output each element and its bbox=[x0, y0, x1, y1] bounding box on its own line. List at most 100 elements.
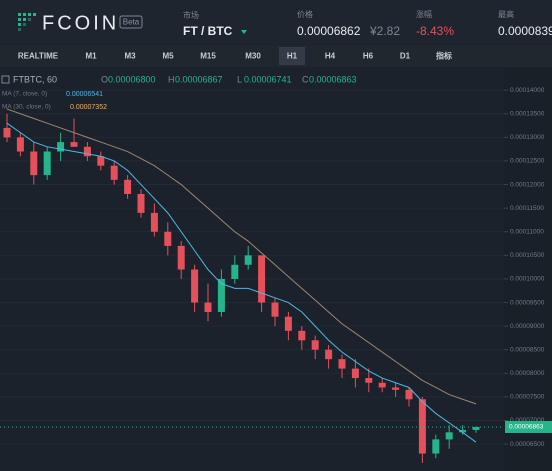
legend-series: MA (30, close, 0) bbox=[2, 104, 51, 111]
candle-body bbox=[231, 264, 239, 279]
toolbar-item[interactable]: D1 bbox=[400, 52, 411, 61]
candle-body bbox=[3, 127, 11, 138]
y-tick-label: 0.00012500 bbox=[510, 158, 545, 165]
toolbar-item[interactable]: H6 bbox=[363, 52, 374, 61]
y-tick-label: 0.00013500 bbox=[510, 110, 545, 117]
plot: 0.00006500 0.00007000 0.00007500 0.00008000… bbox=[0, 87, 552, 463]
market[interactable]: FT / BTC bbox=[183, 24, 233, 38]
change: -8.43% bbox=[416, 24, 454, 38]
candle-body bbox=[418, 399, 426, 454]
badge: Beta bbox=[123, 18, 140, 27]
price-tag-label: 0.00006863 bbox=[509, 424, 544, 431]
toolbar-item[interactable]: H1 bbox=[287, 52, 298, 61]
ma-line bbox=[6, 122, 477, 443]
candle-body bbox=[124, 179, 132, 194]
toolbar-item[interactable]: H4 bbox=[325, 52, 336, 61]
price-label: 价格 bbox=[297, 9, 313, 19]
candle-body bbox=[164, 231, 172, 246]
high-label: 最高 bbox=[498, 9, 514, 19]
legend-series-value: 0.00006541 bbox=[66, 91, 103, 98]
candle-body bbox=[97, 156, 105, 166]
candle-body bbox=[405, 389, 413, 400]
candle-body bbox=[445, 432, 453, 440]
candle-body bbox=[298, 330, 306, 341]
price: 0.00006862 bbox=[297, 24, 361, 38]
price-axis-panel bbox=[504, 68, 552, 471]
legend-value: 0.00006867 bbox=[175, 74, 223, 84]
candle-body bbox=[365, 378, 373, 383]
candle-body bbox=[217, 278, 225, 312]
price-cny: ¥2.82 bbox=[369, 24, 400, 38]
candle-body bbox=[311, 340, 319, 350]
candle-body bbox=[150, 212, 158, 232]
candle-body bbox=[432, 439, 440, 454]
y-tick-label: 0.00007000 bbox=[510, 417, 545, 424]
candle-body bbox=[325, 349, 333, 360]
legend-key: O bbox=[101, 74, 108, 84]
legend-value: 0.00006800 bbox=[108, 74, 156, 84]
candle-body bbox=[258, 255, 266, 303]
y-tick-label: 0.00010000 bbox=[510, 276, 545, 283]
candle-body bbox=[392, 387, 400, 390]
legend-key: H bbox=[168, 74, 175, 84]
legend-key: C bbox=[302, 74, 309, 84]
ma-line bbox=[6, 108, 477, 405]
market-dropdown[interactable] bbox=[241, 30, 247, 34]
toolbar-item[interactable]: M1 bbox=[85, 52, 97, 61]
candle-body bbox=[378, 382, 386, 388]
badge-box bbox=[119, 15, 143, 29]
y-tick-label: 0.00006500 bbox=[510, 441, 545, 448]
y-tick-label: 0.00009000 bbox=[510, 323, 545, 330]
candle-body bbox=[83, 146, 91, 157]
y-tick-label: 0.00009500 bbox=[510, 299, 545, 306]
legend-value: 0.00006741 bbox=[244, 74, 292, 84]
legend: FTBTC, 60 O 0.00006800 H 0.00006867 L 0.000067… bbox=[1, 74, 357, 111]
toolbar: REALTIME M1 M3 M5 M15 M30 H1 H4 H6 D1 指标 bbox=[18, 47, 452, 65]
change-label: 涨幅 bbox=[416, 9, 432, 19]
candle-body bbox=[16, 137, 24, 152]
y-tick-label: 0.00008000 bbox=[510, 370, 545, 377]
candle-body bbox=[57, 142, 65, 152]
logo: FCOIN bbox=[42, 12, 119, 34]
market-label: 市场 bbox=[183, 10, 199, 20]
candle-body bbox=[70, 142, 78, 147]
candle-body bbox=[472, 426, 480, 430]
logo-icon bbox=[18, 13, 36, 31]
toolbar-item[interactable]: 指标 bbox=[436, 51, 452, 61]
toolbar-bar bbox=[0, 45, 552, 67]
candle-body bbox=[284, 316, 292, 331]
y-tick-label: 0.00013000 bbox=[510, 134, 545, 141]
high: 0.0000839 bbox=[498, 24, 552, 38]
toolbar-item[interactable]: M3 bbox=[124, 52, 136, 61]
y-tick-label: 0.00012000 bbox=[510, 181, 545, 188]
y-tick-label: 0.00014000 bbox=[510, 87, 545, 94]
collapse-icon bbox=[1, 75, 10, 84]
candle-body bbox=[191, 269, 199, 303]
y-tick-label: 0.00007500 bbox=[510, 394, 545, 401]
toolbar-item[interactable]: M30 bbox=[245, 52, 261, 61]
candle-body bbox=[43, 151, 51, 176]
legend-value: 0.00006863 bbox=[309, 74, 357, 84]
toolbar-item[interactable]: REALTIME bbox=[18, 52, 59, 61]
y-tick-label: 0.00011500 bbox=[510, 205, 544, 212]
legend-key: L bbox=[237, 74, 242, 84]
legend-symbol: FTBTC, 60 bbox=[13, 74, 57, 84]
candle-body bbox=[204, 302, 212, 312]
candle-body bbox=[177, 245, 185, 270]
y-tick-label: 0.00010500 bbox=[510, 252, 545, 259]
legend-series: MA (7, close, 0) bbox=[2, 91, 47, 98]
candle-body bbox=[30, 151, 38, 176]
candle-body bbox=[244, 255, 252, 265]
legend-series-value: 0.00007352 bbox=[70, 104, 107, 111]
y-tick-label: 0.00011000 bbox=[510, 228, 544, 235]
price-tag bbox=[505, 420, 552, 433]
toolbar-item[interactable]: M15 bbox=[200, 52, 216, 61]
candle-body bbox=[338, 359, 346, 369]
candle-body bbox=[110, 165, 118, 180]
candle-body bbox=[351, 368, 359, 379]
toolbar-item[interactable]: M5 bbox=[162, 52, 174, 61]
header-bar bbox=[0, 0, 552, 44]
toolbar-active bbox=[279, 47, 305, 65]
